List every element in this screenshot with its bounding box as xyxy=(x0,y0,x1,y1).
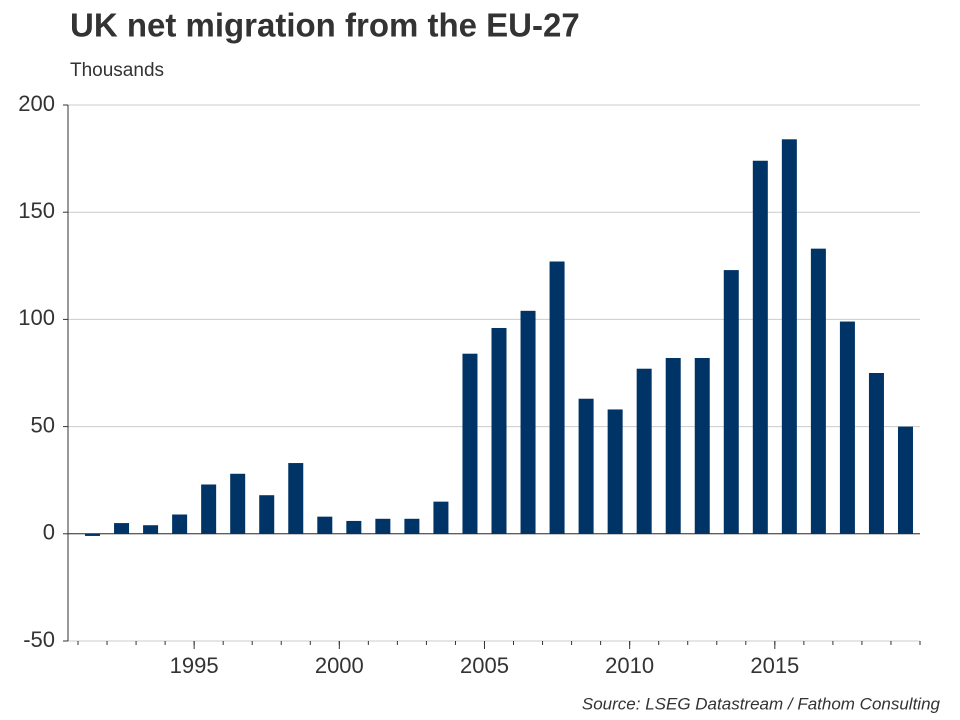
y-tick-label: 0 xyxy=(43,520,55,545)
source-note: Source: LSEG Datastream / Fathom Consult… xyxy=(582,694,941,713)
bar xyxy=(781,139,797,534)
bar xyxy=(665,357,681,534)
bar xyxy=(114,523,130,534)
bar xyxy=(404,518,420,534)
x-tick-label: 2005 xyxy=(460,653,509,678)
bar xyxy=(636,368,652,534)
bar xyxy=(172,514,188,534)
bar xyxy=(201,484,217,534)
bar xyxy=(491,327,507,534)
bar xyxy=(230,473,246,534)
bar xyxy=(433,501,449,534)
bar xyxy=(897,426,913,534)
y-tick-label: 150 xyxy=(18,198,55,223)
y-tick-label: -50 xyxy=(23,627,55,652)
bar xyxy=(317,516,333,534)
bar xyxy=(520,310,536,534)
y-tick-label: 200 xyxy=(18,91,55,116)
bar xyxy=(462,353,478,534)
y-tick-label: 100 xyxy=(18,305,55,330)
x-tick-label: 2010 xyxy=(605,653,654,678)
bar xyxy=(694,357,710,534)
bar xyxy=(143,525,159,534)
bar xyxy=(375,518,391,534)
x-tick-label: 2015 xyxy=(750,653,799,678)
bar xyxy=(607,409,623,534)
bar xyxy=(839,321,855,534)
bar xyxy=(259,495,275,534)
bar xyxy=(549,261,565,534)
bar xyxy=(288,463,304,534)
bar xyxy=(346,520,362,534)
bar xyxy=(810,248,826,534)
bar xyxy=(578,398,594,534)
bar xyxy=(752,160,768,534)
x-tick-label: 1995 xyxy=(170,653,219,678)
chart-subtitle: Thousands xyxy=(70,60,164,81)
bar xyxy=(723,270,739,534)
chart-title: UK net migration from the EU-27 xyxy=(70,7,580,44)
bar xyxy=(85,533,101,536)
bar xyxy=(868,373,884,534)
y-tick-label: 50 xyxy=(31,412,55,437)
x-tick-label: 2000 xyxy=(315,653,364,678)
